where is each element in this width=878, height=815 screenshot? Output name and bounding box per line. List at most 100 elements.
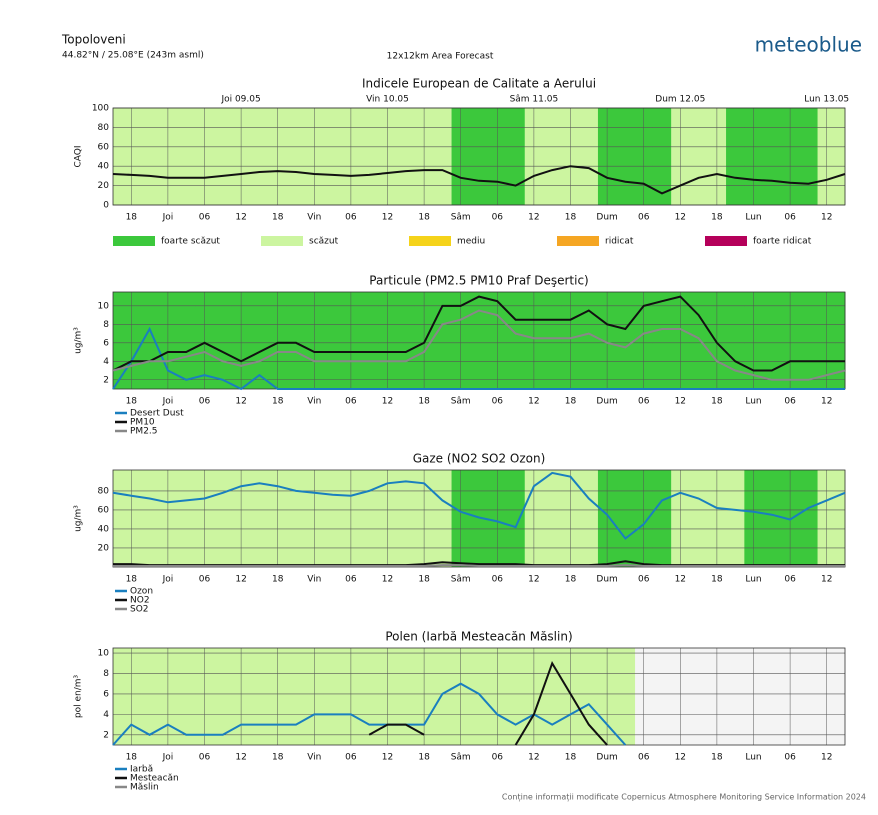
x-tick-label: Vin	[307, 213, 321, 223]
y-tick-label: 4	[103, 710, 109, 720]
x-tick-label: Vin	[307, 575, 321, 585]
y-tick-label: 60	[98, 505, 110, 515]
y-tick-label: 100	[92, 104, 109, 114]
level-band	[213, 470, 233, 567]
level-band	[213, 108, 233, 205]
level-band	[652, 292, 672, 389]
x-tick-label: 12	[235, 213, 246, 223]
x-tick-label: Dum	[596, 213, 617, 223]
level-band	[250, 292, 270, 389]
level-band	[726, 108, 745, 205]
level-band	[506, 292, 526, 389]
level-band	[616, 470, 636, 567]
series-line	[112, 682, 627, 746]
y-tick-label: 60	[98, 142, 110, 152]
x-tick-label: 06	[345, 753, 357, 763]
x-tick-label: 06	[199, 753, 211, 763]
y-tick-label: 0	[103, 201, 109, 211]
x-tick-label: 18	[565, 397, 577, 407]
legend-swatch	[705, 236, 747, 246]
legend-label: Desert Dust	[130, 409, 184, 419]
legend-label: foarte scăzut	[161, 237, 220, 247]
x-tick-label: 06	[492, 397, 504, 407]
x-tick-label: 06	[199, 397, 211, 407]
x-tick-label: 12	[821, 397, 832, 407]
x-tick-label: Dum	[596, 575, 617, 585]
y-tick-label: 40	[98, 524, 110, 534]
level-band	[140, 292, 160, 389]
x-tick-label: Joi	[162, 397, 174, 407]
level-band	[762, 292, 782, 389]
x-tick-label: Lun	[745, 575, 761, 585]
legend-swatch	[261, 236, 303, 246]
x-tick-label: Vin	[307, 753, 321, 763]
level-band	[140, 648, 160, 745]
level-band	[835, 108, 846, 205]
x-tick-label: 06	[638, 575, 650, 585]
level-band	[616, 648, 636, 745]
x-tick-label: Vin	[307, 397, 321, 407]
x-tick-label: 06	[784, 397, 796, 407]
x-tick-label: 18	[711, 753, 723, 763]
x-tick-label: 06	[784, 575, 796, 585]
level-band	[671, 470, 690, 567]
level-band	[113, 108, 123, 205]
x-tick-label: 12	[235, 575, 246, 585]
level-band	[652, 470, 672, 567]
day-label: Joi 09.05	[220, 95, 260, 105]
x-tick-label: 06	[492, 753, 504, 763]
y-tick-label: 10	[98, 301, 110, 311]
level-band	[762, 108, 782, 205]
panel-title: Particule (PM2.5 PM10 Praf Deşertic)	[369, 274, 588, 288]
x-tick-label: 06	[784, 753, 796, 763]
level-band	[616, 292, 636, 389]
level-band	[113, 470, 123, 567]
x-tick-label: 12	[528, 213, 539, 223]
y-axis-label: pol en/m³	[74, 674, 84, 718]
level-band	[506, 108, 526, 205]
level-band	[616, 108, 636, 205]
footer: Conține informații modificate Copernicus…	[502, 793, 866, 803]
x-tick-label: 12	[382, 213, 393, 223]
y-tick-label: 8	[103, 669, 109, 679]
legend-swatch	[557, 236, 599, 246]
level-band	[360, 108, 379, 205]
x-tick-label: 18	[711, 397, 723, 407]
x-tick-label: 18	[711, 213, 723, 223]
level-band	[799, 292, 819, 389]
y-tick-label: 2	[103, 375, 109, 385]
series-line	[112, 309, 846, 381]
coords: 44.82°N / 25.08°E (243m asml)	[62, 51, 204, 61]
level-band	[113, 648, 123, 745]
x-tick-label: 18	[711, 575, 723, 585]
plot-frame	[112, 647, 846, 746]
series-line	[113, 564, 845, 567]
x-tick-label: 06	[784, 213, 796, 223]
level-band	[286, 470, 306, 567]
panel-title: Indicele European de Calitate a Aerului	[362, 77, 596, 91]
y-tick-label: 40	[98, 162, 110, 172]
x-tick-label: Joi	[162, 213, 174, 223]
series-line	[112, 471, 846, 540]
level-band	[799, 470, 819, 567]
level-band	[689, 292, 709, 389]
level-band	[140, 470, 160, 567]
x-tick-label: 06	[345, 213, 357, 223]
level-band	[286, 648, 306, 745]
day-label: Dum 12.05	[655, 95, 705, 105]
level-band	[286, 292, 306, 389]
series-line	[112, 326, 845, 391]
day-label: Sâm 11.05	[510, 95, 559, 105]
level-band	[113, 292, 123, 389]
panel-title: Polen (Iarbă Mesteacăn Măslin)	[385, 630, 572, 644]
level-band	[543, 470, 562, 567]
x-tick-label: 06	[638, 213, 650, 223]
location: Topoloveni	[61, 33, 126, 47]
plot-frame	[112, 107, 846, 206]
legend-swatch	[113, 236, 155, 246]
x-tick-label: Lun	[745, 753, 761, 763]
level-band	[689, 108, 709, 205]
legend-label: ridicat	[605, 237, 634, 247]
x-tick-label: 18	[126, 753, 138, 763]
